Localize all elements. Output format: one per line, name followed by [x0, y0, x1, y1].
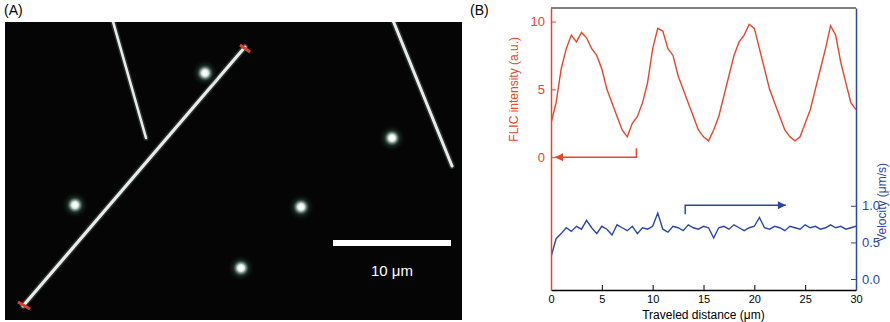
- x-tick-mark: [602, 285, 603, 290]
- panel-label: (B): [470, 2, 489, 18]
- x-tick-mark: [704, 285, 705, 290]
- bead: [191, 59, 219, 87]
- bead-core: [203, 71, 208, 76]
- filament-glow: [112, 22, 146, 138]
- image-background: [5, 22, 462, 320]
- x-tick-label: 15: [698, 293, 710, 305]
- y-tick-label: 10: [531, 14, 545, 29]
- y-tick-mark: [551, 22, 556, 23]
- y2-axis-title: Velocity (μm/s): [875, 163, 889, 242]
- x-tick: 10: [647, 285, 659, 305]
- x-tick-label: 20: [749, 293, 761, 305]
- scale-bar-label: 10 μm: [371, 262, 413, 279]
- x-tick-label: 5: [599, 293, 605, 305]
- y-tick-label: 0: [538, 150, 545, 165]
- x-tick: 15: [698, 285, 710, 305]
- x-tick-mark: [805, 285, 806, 290]
- x-tick-mark: [754, 285, 755, 290]
- x-tick-label: 10: [647, 293, 659, 305]
- bead-core: [390, 136, 395, 141]
- bead-core: [73, 203, 78, 208]
- axis-pointer: [685, 205, 786, 214]
- axis-pointer-head: [778, 201, 786, 209]
- x-axis-title: Traveled distance (μm): [642, 308, 765, 322]
- y2-tick-label: 0.0: [862, 272, 880, 287]
- y-tick: 10: [531, 14, 556, 29]
- y-tick: 5: [538, 82, 556, 97]
- y2-axis-line: [856, 9, 858, 291]
- y-tick-mark: [551, 89, 556, 90]
- bead-core: [299, 205, 304, 210]
- x-tick-mark: [653, 285, 654, 290]
- y2-tick-mark: [851, 206, 856, 207]
- x-axis: 0 5 10 15 20 25 30: [548, 285, 862, 305]
- x-tick: 20: [749, 285, 761, 305]
- y-axis-title: FLIC intensity (a.u.): [507, 37, 521, 142]
- y-axis-line: [551, 9, 553, 291]
- y2-tick: 0.0: [851, 272, 880, 287]
- y-axis: 0 5 10: [531, 9, 556, 291]
- x-tick-label: 0: [548, 293, 554, 305]
- x-tick-label: 30: [850, 293, 862, 305]
- scale-bar: [333, 240, 451, 246]
- y2-tick-mark: [851, 279, 856, 280]
- series-line: [551, 24, 856, 141]
- bead-core: [239, 266, 244, 271]
- frame-top: [551, 8, 856, 9]
- bead: [378, 124, 406, 152]
- y2-tick-mark: [851, 242, 856, 243]
- micrograph: [5, 22, 462, 320]
- filament: [112, 22, 146, 138]
- axis-pointer-head: [555, 153, 563, 161]
- y-tick: 0: [538, 150, 556, 165]
- x-tick: 5: [599, 285, 605, 305]
- bead: [61, 191, 89, 219]
- bead: [287, 193, 315, 221]
- x-tick-label: 25: [800, 293, 812, 305]
- end-marker: [240, 45, 250, 52]
- bead: [227, 254, 255, 282]
- series-line: [551, 213, 856, 257]
- axis-pointer: [555, 148, 636, 157]
- x-tick: 25: [800, 285, 812, 305]
- panel-label: (A): [4, 2, 23, 18]
- end-marker: [18, 302, 30, 309]
- plot-area: [551, 24, 856, 257]
- y-tick-label: 5: [538, 82, 545, 97]
- y2-axis: 0.00.51.0: [851, 9, 880, 291]
